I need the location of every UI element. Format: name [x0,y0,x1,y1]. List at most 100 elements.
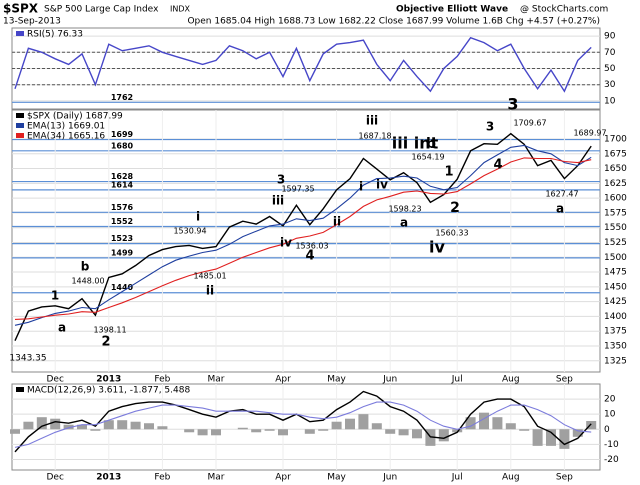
wave-label: 3 [277,173,285,187]
legend-label: MACD(12,26,9) 3.611, -1.877, 5.488 [27,386,190,396]
legend-label: RSI(5) 76.33 [27,30,83,40]
y-tick-label: 1325 [604,356,627,366]
x-tick-label: Mar [208,473,225,483]
level-label: 1762 [111,93,133,102]
wave-label: 1448.00 [71,277,104,286]
histogram-bar [345,418,355,430]
wave-label: a [400,216,408,230]
wave-label: 3 [486,120,494,134]
y-tick-label: 1475 [604,268,627,278]
wave-label: 1598.23 [388,205,421,214]
y-tick-label: 1600 [604,194,627,204]
histogram-bar [546,429,556,446]
histogram-bar [572,429,583,437]
y-tick-label: 90 [604,32,616,42]
y-tick-label: -20 [604,455,619,465]
x-tick-label: Feb [154,375,170,385]
wave-label: 2 [450,200,460,216]
x-tick-label: Aug [502,473,520,483]
wave-label: iii [272,194,284,208]
wave-label: 1627.47 [545,190,578,199]
x-tick-label: Jul [451,375,463,385]
histogram-bar [559,429,570,449]
histogram-bar [90,429,101,431]
histogram-bar [318,429,329,431]
level-label: 1699 [111,130,134,139]
wave-label: 1536.03 [295,242,328,251]
histogram-bar [438,429,449,442]
wave-label: 4 [493,158,502,173]
histogram-bar [479,412,489,430]
y-tick-label: 1625 [604,179,627,189]
histogram-bar [398,429,409,436]
y-tick-label: 10 [604,96,616,106]
legend-swatch [16,123,24,128]
histogram-bar [130,421,141,430]
level-label: 1680 [111,141,134,150]
wave-label: 1560.33 [435,229,468,238]
histogram-bar [331,421,342,430]
histogram-bar [505,423,516,430]
y-tick-label: 1450 [604,282,627,292]
y-tick-label: 30 [604,80,616,90]
level-label: 1576 [111,203,134,212]
histogram-bar [264,429,275,431]
histogram-bar [519,429,530,431]
y-tick-label: 1650 [604,164,627,174]
y-tick-label: 20 [604,395,616,405]
wave-label: i [359,180,363,194]
wave-label: 1485.01 [193,272,226,281]
histogram-bar [492,417,503,430]
level-label: 1552 [111,217,133,226]
x-tick-label: Dec [46,375,63,385]
wave-label: a [556,202,564,216]
histogram-bar [103,420,114,430]
histogram-bar [371,423,382,430]
wave-label: iii int [392,134,439,153]
histogram-bar [304,429,315,434]
x-tick-label: 2013 [96,375,121,385]
panel-frame [11,383,601,471]
wave-label: a [58,321,66,335]
wave-label: 1597.35 [281,185,314,194]
y-tick-label: 1550 [604,223,627,233]
x-tick-label: Sep [556,375,573,385]
histogram-bar [251,429,262,433]
histogram-bar [63,424,74,430]
wave-label: 1398.11 [93,326,126,335]
wave-label: 1343.35 [9,354,46,364]
legend-label: EMA(13) 1669.01 [27,122,105,132]
y-tick-label: 1375 [604,327,627,337]
y-tick-label: 1525 [604,238,627,248]
series-line [14,390,592,453]
wave-label: b [426,136,436,152]
x-tick-label: Mar [208,375,225,385]
histogram-bar [23,421,34,430]
wave-label: 1709.67 [513,119,546,128]
histogram-bar [157,426,168,430]
level-label: 1628 [111,172,134,181]
level-label: 1523 [111,234,133,243]
histogram-bar [117,420,128,430]
x-tick-label: Dec [46,473,63,483]
legend-swatch [16,133,24,138]
wave-label: 1687.18 [358,132,391,141]
histogram-bar [452,429,463,433]
histogram-bar [385,429,396,434]
series-line [14,144,592,326]
level-label: 1499 [111,248,134,257]
x-tick-label: Aug [502,375,520,385]
histogram-bar [36,417,47,430]
histogram-bar [77,424,87,430]
histogram-bar [144,423,154,430]
histogram-bar [50,418,61,430]
wave-label: 3 [507,95,518,114]
wave-label: iv [429,238,445,257]
legend-label: EMA(34) 1665.16 [27,132,105,142]
wave-label: 1 [444,165,453,180]
histogram-bar [237,427,248,430]
wave-label: 1530.94 [173,227,206,236]
y-tick-label: 0 [604,425,610,435]
histogram-bar [211,429,221,436]
